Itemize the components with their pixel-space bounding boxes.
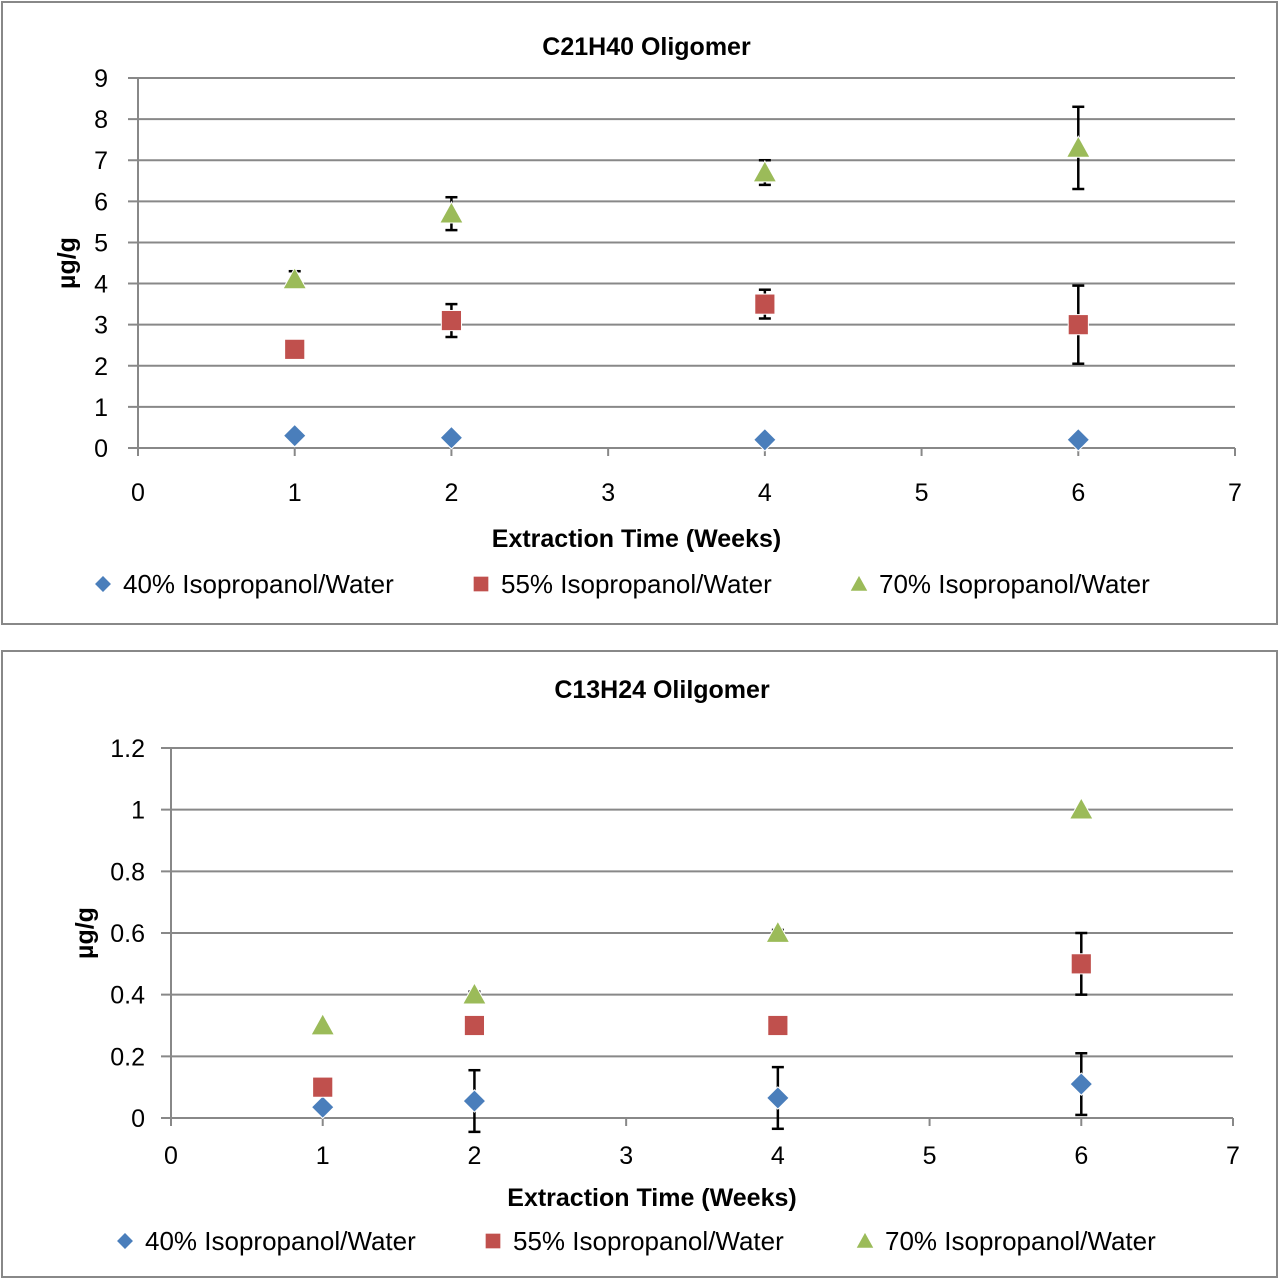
legend-marker: [93, 574, 113, 594]
chart-c21h40-svg: C21H40 Oligomer 0 1 2 3 4 5 6 7 8 9 0 1 2 3 4 5 6 7 Extract…: [53, 33, 1242, 599]
data-point: [312, 1076, 334, 1098]
x-tick-label: 7: [1226, 1142, 1240, 1170]
series-square: [312, 931, 1092, 1098]
y-tick-label: 1.2: [110, 735, 145, 763]
legend-marker: [115, 1231, 135, 1251]
series-diamond: [310, 1052, 1094, 1134]
x-tick-label: 6: [1071, 479, 1085, 507]
x-tick-label: 7: [1228, 479, 1242, 507]
y-tick-label: 0.4: [110, 982, 145, 1010]
x-tick-label: 6: [1074, 1142, 1088, 1170]
x-tick-label: 1: [288, 479, 302, 507]
y-axis-label: µg/g: [71, 907, 99, 959]
y-tick-label: 2: [94, 353, 108, 381]
legend-marker: [472, 575, 490, 593]
legend-label: 70% Isopropanol/Water: [879, 569, 1150, 599]
x-tick-label: 0: [164, 1142, 178, 1170]
data-point: [282, 423, 307, 448]
x-axis-label: Extraction Time (Weeks): [492, 525, 781, 553]
legend-marker: [849, 573, 869, 592]
x-tick-label: 3: [619, 1142, 633, 1170]
legend-label: 70% Isopropanol/Water: [885, 1226, 1156, 1256]
series-triangle: [282, 105, 1091, 290]
x-tick-label: 4: [758, 479, 772, 507]
legend-label: 55% Isopropanol/Water: [501, 569, 772, 599]
x-tick-label: 5: [923, 1142, 937, 1170]
legend-label: 40% Isopropanol/Water: [145, 1226, 416, 1256]
data-point: [1068, 796, 1094, 820]
x-axis-label: Extraction Time (Weeks): [507, 1184, 796, 1212]
data-point: [440, 309, 463, 332]
data-point: [1066, 427, 1091, 452]
x-tick-label: 5: [915, 479, 929, 507]
x-tick-label: 2: [467, 1142, 481, 1170]
data-point: [1065, 135, 1091, 158]
y-tick-label: 1: [131, 797, 145, 825]
data-point: [461, 981, 487, 1005]
data-point: [767, 1014, 789, 1037]
data-point: [310, 1095, 335, 1120]
data-point: [462, 1089, 487, 1113]
y-tick-label: 0.2: [110, 1043, 145, 1071]
legend-label: 40% Isopropanol/Water: [123, 569, 394, 599]
chart-panel-c21h40: C21H40 Oligomer 0 1 2 3 4 5 6 7 8 9 0 1 2 3 4 5 6 7 Extract…: [1, 1, 1278, 625]
y-tick-label: 5: [94, 229, 108, 257]
x-tick-label: 3: [601, 479, 615, 507]
legend-marker: [855, 1230, 875, 1249]
y-tick-label: 0: [94, 435, 108, 463]
x-tick-label: 1: [316, 1142, 330, 1170]
y-tick-label: 0.8: [110, 858, 145, 886]
series-diamond: [282, 423, 1091, 452]
x-tick-label: 4: [771, 1142, 785, 1170]
data-point: [310, 1012, 336, 1036]
series-square: [284, 284, 1089, 365]
data-point: [754, 293, 776, 315]
data-point: [1069, 1072, 1094, 1096]
y-tick-label: 1: [94, 394, 108, 422]
y-tick-label: 0: [131, 1105, 145, 1133]
data-point: [1070, 953, 1092, 975]
chart-panel-c13h24: C13H24 Olilgomer 0 0.2 0.4 0.6 0.8 1 1.2 0 1 2 3 4 5 6…: [1, 650, 1278, 1278]
legend-marker: [484, 1232, 502, 1250]
y-tick-label: 9: [94, 65, 108, 93]
chart-title: C13H24 Olilgomer: [554, 676, 770, 704]
data-point: [439, 425, 464, 450]
data-point: [752, 159, 778, 183]
legend-label: 55% Isopropanol/Water: [513, 1226, 784, 1256]
chart-c13h24-svg: C13H24 Olilgomer 0 0.2 0.4 0.6 0.8 1 1.2 0 1 2 3 4 5 6…: [71, 676, 1240, 1256]
y-tick-label: 7: [94, 147, 108, 175]
data-point: [765, 1086, 790, 1110]
y-tick-label: 8: [94, 106, 108, 134]
data-point: [282, 266, 308, 290]
y-tick-label: 4: [94, 271, 108, 299]
data-point: [284, 338, 306, 360]
data-point: [752, 427, 777, 452]
y-tick-label: 3: [94, 312, 108, 340]
chart-title: C21H40 Oligomer: [542, 33, 751, 61]
data-point: [765, 920, 791, 943]
x-tick-label: 2: [444, 479, 458, 507]
y-axis-label: µg/g: [53, 237, 81, 289]
y-tick-label: 6: [94, 188, 108, 216]
x-tick-label: 0: [131, 479, 145, 507]
data-point: [438, 200, 464, 224]
data-point: [463, 1014, 486, 1037]
y-tick-label: 0.6: [110, 920, 145, 948]
data-point: [1067, 314, 1089, 336]
series-triangle: [310, 796, 1094, 1036]
